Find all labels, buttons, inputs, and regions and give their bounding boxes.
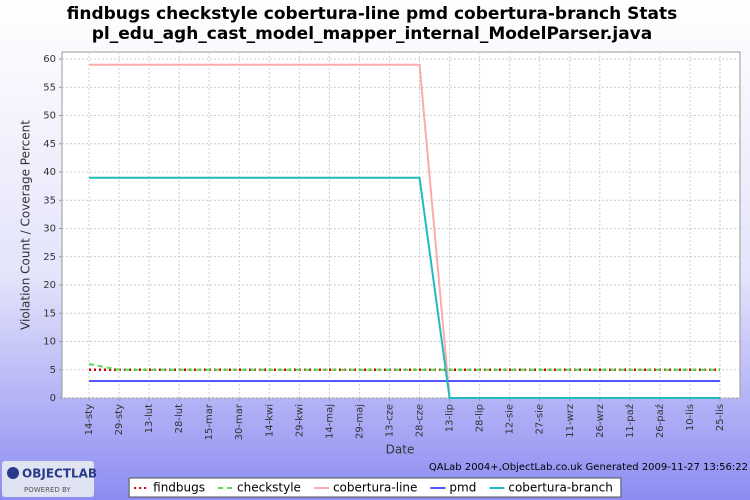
x-tick-label: 28-lip — [475, 404, 486, 432]
x-tick-label: 14-kwi — [264, 404, 275, 437]
y-tick-label: 25 — [43, 252, 56, 263]
x-tick-label: 14-maj — [324, 404, 335, 439]
plot-area — [61, 51, 741, 399]
y-tick-label: 60 — [43, 54, 56, 65]
logo-subtext: POWERED BY — [24, 486, 71, 494]
x-tick-label: 26-paź — [654, 404, 666, 438]
legend-label: checkstyle — [237, 481, 301, 495]
y-tick-label: 0 — [50, 393, 56, 404]
legend-box — [128, 477, 622, 498]
x-tick-label: 13-cze — [384, 404, 395, 437]
x-tick-label: 15-mar — [204, 403, 215, 440]
x-tick-label: 28-cze — [415, 404, 426, 437]
logo-icon — [7, 467, 19, 479]
legend-label: cobertura-branch — [508, 481, 613, 495]
legend-label: findbugs — [153, 481, 205, 495]
legend-label: cobertura-line — [333, 481, 417, 495]
y-tick-label: 50 — [43, 111, 56, 122]
x-tick-label: 30-mar — [234, 403, 245, 440]
legend: findbugs checkstyle cobertura-line pmd cober… — [128, 477, 622, 498]
x-tick-label: 11-wrz — [565, 404, 576, 438]
x-tick-label: 29-sty — [114, 404, 125, 435]
logo-text: OBJECTLAB — [22, 467, 97, 481]
logo-box — [2, 461, 94, 497]
y-tick-label: 35 — [43, 195, 56, 206]
y-tick-label: 30 — [43, 224, 56, 235]
x-tick-label: 27-sie — [535, 404, 546, 434]
x-tick-label: 25-lis — [715, 404, 726, 431]
x-tick-label: 29-kwi — [294, 404, 305, 437]
chart-title: findbugs checkstyle cobertura-line pmd c… — [67, 4, 678, 24]
x-tick-label: 13-lip — [445, 404, 456, 432]
x-tick-label: 14-sty — [84, 404, 95, 435]
x-tick-label: 29-maj — [354, 404, 365, 439]
x-tick-label: 28-lut — [174, 404, 185, 433]
x-tick-label: 13-lut — [144, 404, 155, 433]
footer: QALab 2004+,ObjectLab.co.uk Generated 20… — [429, 462, 748, 473]
x-tick-label: 11-paź — [624, 404, 636, 438]
y-tick-label: 45 — [43, 139, 56, 150]
x-tick-label: 26-wrz — [595, 404, 606, 438]
y-tick-label: 5 — [50, 365, 56, 376]
x-tick-label: 10-lis — [685, 404, 696, 431]
y-tick-label: 40 — [43, 167, 56, 178]
x-axis-label: Date — [386, 443, 415, 457]
y-tick-label: 10 — [43, 337, 56, 348]
series-line — [88, 363, 720, 371]
x-tick-label: 12-sie — [505, 404, 516, 434]
y-tick-label: 20 — [43, 280, 56, 291]
y-tick-label: 55 — [43, 82, 56, 93]
y-axis-label: Violation Count / Coverage Percent — [19, 120, 33, 330]
series-line — [89, 176, 720, 399]
chart-subtitle: pl_edu_agh_cast_model_mapper_internal_Mo… — [92, 24, 652, 44]
legend-label: pmd — [449, 481, 476, 495]
y-tick-label: 15 — [43, 308, 56, 319]
